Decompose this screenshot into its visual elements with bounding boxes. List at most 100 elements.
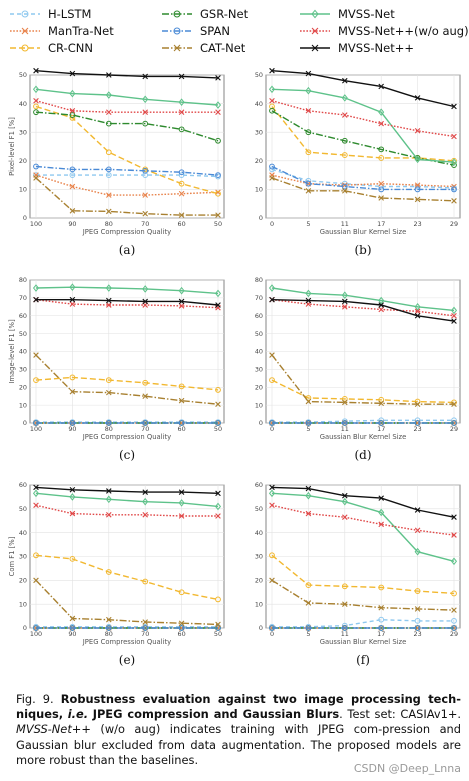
y-tick-label: 10 (255, 186, 263, 194)
data-point-mvss-net (305, 491, 312, 500)
data-point-mvss-net (178, 98, 185, 106)
data-point-gsr-net (305, 129, 312, 136)
data-point-span (105, 625, 112, 631)
data-point-mvss-net-pp (178, 73, 185, 80)
legend-label-cr-cnn: CR-CNN (48, 41, 93, 55)
data-point-span (341, 420, 348, 426)
data-point-mvss-net-pp (142, 73, 148, 80)
x-tick-label: 29 (450, 425, 458, 433)
data-point-mvss-net-pp (269, 67, 275, 74)
data-point-cr-cnn (105, 377, 112, 384)
data-point-h-lstm (178, 172, 185, 178)
series-mvss-net-pp-w-o-aug (33, 502, 221, 519)
data-point-mvss-net-pp-w-o-aug (378, 120, 384, 127)
data-point-cr-cnn (142, 578, 149, 585)
data-point-mvss-net (268, 489, 276, 498)
y-tick-label: 30 (19, 553, 27, 561)
data-point-mvss-net-pp (414, 507, 421, 513)
series-line-mvss-net (35, 88, 219, 106)
x-tick-label: 11 (341, 425, 349, 433)
series-line-gsr-net (271, 110, 455, 166)
data-point-span (305, 625, 312, 631)
series-line-mvss-net (271, 492, 455, 562)
series-line-mvss-net (35, 286, 219, 295)
data-point-cat-net (106, 208, 112, 215)
data-point-cat-net (269, 352, 275, 358)
y-tick-label: 0 (259, 214, 263, 222)
y-tick-label: 30 (19, 128, 27, 136)
data-point-cr-cnn (178, 383, 185, 390)
panel-c: 0 10 20 30 40 50 60 70 80 100 90 80 70 60 50 JPEG Compr… (8, 276, 225, 462)
legend-entry-cr-cnn: CR-CNN (10, 41, 93, 55)
series-line-cat-net (35, 579, 219, 626)
data-point-cat-net (33, 352, 39, 358)
data-point-mvss-net-pp-w-o-aug (414, 308, 421, 315)
data-point-cat-net (69, 388, 76, 395)
data-point-mvss-net-pp (305, 297, 312, 304)
data-point-cat-net (215, 621, 221, 628)
watermark: CSDN @Deep_Lnna (353, 762, 461, 775)
data-point-span (215, 172, 221, 178)
data-point-cr-cnn (305, 582, 312, 588)
data-point-mvss-net-pp (215, 490, 221, 497)
data-point-mantra-net (414, 182, 421, 188)
data-point-cat-net (342, 188, 348, 194)
data-point-mvss-net-pp (142, 298, 148, 305)
series-line-cat-net (271, 579, 455, 611)
x-tick-label: 80 (105, 425, 113, 433)
x-tick-label: 70 (141, 220, 149, 228)
data-point-mvss-net-pp-w-o-aug (178, 109, 185, 115)
caption-bold-b: JPEG compression and Gaussian Blurs (92, 707, 340, 722)
y-tick-label: 60 (19, 481, 27, 489)
data-point-cr-cnn (269, 552, 275, 559)
series-mvss-net (32, 489, 222, 511)
data-point-mvss-net-pp (33, 484, 39, 491)
data-point-cat-net (69, 615, 76, 622)
data-point-mvss-net-pp-w-o-aug (106, 512, 112, 518)
data-point-span (269, 163, 275, 170)
panel-label: (f) (356, 653, 370, 667)
series-line-mvss-net-pp-w-o-aug (271, 100, 455, 138)
y-tick-label: 0 (23, 214, 27, 222)
y-tick-label: 40 (19, 348, 27, 356)
data-point-span (33, 625, 39, 631)
x-tick-label: 0 (270, 630, 274, 638)
data-point-h-lstm (105, 172, 112, 178)
y-tick-label: 40 (19, 529, 27, 537)
data-point-mvss-net-pp (33, 67, 39, 74)
legend-marker-gsr-net (173, 10, 181, 18)
legend-label-h-lstm: H-LSTM (48, 7, 91, 21)
data-point-gsr-net (341, 137, 348, 144)
series-line-mvss-net-pp (271, 70, 455, 108)
data-point-gsr-net (269, 107, 275, 114)
y-tick-label: 30 (255, 128, 263, 136)
data-point-mvss-net-pp-w-o-aug (451, 312, 457, 319)
data-point-mvss-net-pp (269, 296, 275, 303)
data-point-mvss-net (69, 283, 76, 291)
series-cat-net (269, 352, 457, 408)
data-point-mvss-net-pp-w-o-aug (69, 301, 76, 307)
series-line-h-lstm (36, 174, 219, 178)
data-point-span (269, 625, 275, 631)
x-tick-label: 80 (105, 630, 113, 638)
data-point-mvss-net (142, 95, 149, 104)
legend-label-cat-net: CAT-Net (200, 41, 246, 55)
series-mvss-net-pp (269, 67, 457, 110)
data-point-mvss-net-pp (178, 298, 185, 305)
series-line-mvss-net-pp (271, 299, 455, 322)
legend-marker-cat-net (173, 44, 181, 52)
data-point-mvss-net-pp-w-o-aug (342, 304, 348, 310)
panel-e: 0 10 20 30 40 50 60 100 90 80 70 60 50 JPEG Compressi… (8, 481, 225, 667)
x-axis-label: Gaussian Blur Kernel Size (320, 638, 407, 646)
data-point-mantra-net (142, 192, 148, 198)
series-mvss-net-pp (33, 67, 221, 81)
data-point-mvss-net (414, 303, 421, 311)
x-tick-label: 17 (377, 220, 385, 228)
y-tick-label: 20 (255, 157, 263, 165)
data-point-mvss-net-pp (305, 485, 312, 492)
data-point-mvss-net-pp (69, 296, 76, 303)
series-cat-net (33, 577, 221, 628)
data-point-mvss-net-pp-w-o-aug (215, 109, 221, 115)
data-point-mvss-net (414, 547, 421, 556)
